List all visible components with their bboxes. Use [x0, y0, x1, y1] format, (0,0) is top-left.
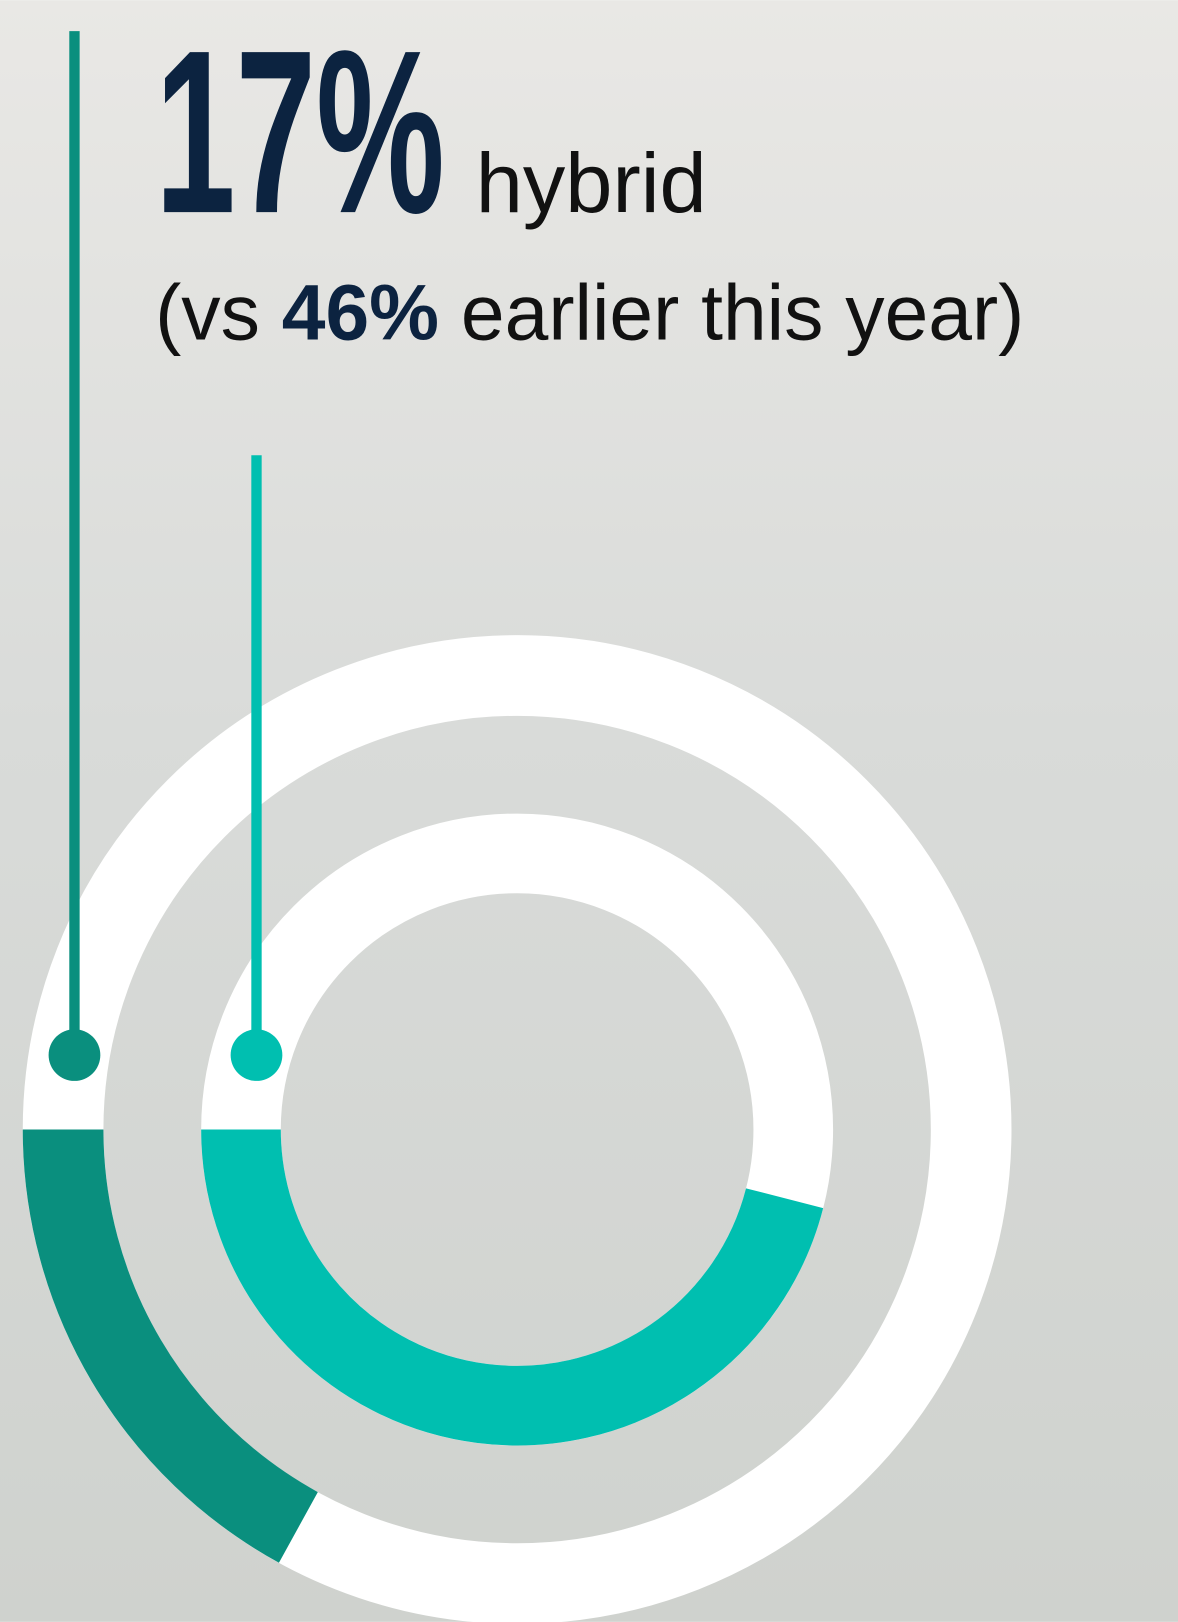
comparison-suffix: earlier this year) — [461, 268, 1024, 356]
comparison: (vs 46% earlier this year) — [155, 268, 1024, 356]
headline-label: hybrid — [476, 135, 707, 230]
ring-segment — [22, 1129, 319, 1563]
pointer-dot — [230, 1029, 283, 1081]
ring-segment — [201, 1129, 824, 1446]
headline-value: 17% — [155, 2, 445, 262]
comparison-prefix: (vs — [155, 268, 260, 356]
comparison-value: 46% — [282, 268, 439, 356]
pointer-dot — [48, 1029, 101, 1081]
